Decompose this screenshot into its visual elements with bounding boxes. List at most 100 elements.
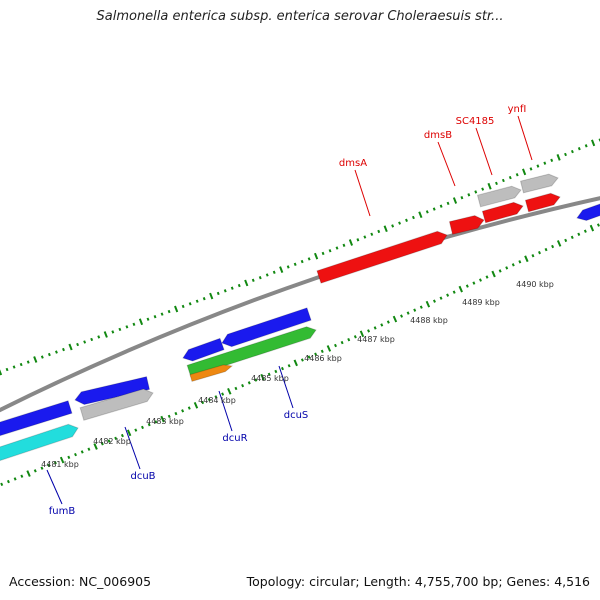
tick-mark	[154, 420, 158, 424]
tick-mark	[481, 187, 485, 191]
tick-mark	[418, 211, 423, 219]
tick-mark	[207, 398, 211, 402]
tick-mark	[577, 232, 581, 236]
tick-mark	[524, 255, 529, 263]
tick-mark	[5, 367, 9, 372]
tick-mark	[193, 401, 199, 409]
tick-mark	[439, 296, 443, 300]
tick-mark	[26, 470, 31, 477]
gene-outline	[448, 215, 485, 235]
tick-mark	[472, 281, 476, 285]
gene-arrow	[448, 215, 485, 235]
tick-mark	[279, 266, 284, 274]
tick-mark	[265, 273, 269, 277]
gene-arrow	[519, 173, 559, 194]
tick-mark	[413, 308, 417, 312]
tick-mark	[40, 466, 44, 470]
tick-mark	[550, 158, 554, 162]
tick-mark	[132, 322, 136, 326]
tick-mark	[485, 275, 489, 279]
tick-mark	[209, 292, 214, 300]
tick-mark	[293, 359, 298, 367]
tick-mark	[287, 364, 291, 368]
tick-mark	[118, 327, 122, 332]
tick-mark	[359, 330, 365, 338]
gene-arrow	[0, 400, 73, 437]
gene-outline	[524, 192, 561, 213]
tick-mark	[577, 147, 581, 151]
gene-body	[577, 203, 600, 221]
tick-mark	[498, 269, 502, 273]
tick-mark	[67, 455, 71, 460]
tick-mark	[508, 175, 512, 180]
kbp-label: 4489 kbp	[462, 298, 500, 307]
tick-mark	[314, 352, 318, 356]
gene-arrow	[0, 423, 79, 462]
tick-mark	[6, 479, 10, 484]
kbp-label: 4486 kbp	[304, 354, 342, 363]
tick-mark	[591, 139, 596, 147]
kbp-axis-labels: 4481 kbp 4482 kbp 4483 kbp 4484 kbp 4485 kbp…	[41, 280, 554, 469]
gene-body	[80, 389, 153, 421]
tick-mark	[544, 247, 548, 252]
tick-mark	[370, 232, 374, 236]
gene-body	[222, 307, 312, 347]
gene-outline	[79, 388, 154, 421]
gene-outline	[221, 307, 312, 348]
tick-mark	[583, 229, 587, 233]
gene-body	[477, 186, 521, 207]
tick-mark	[267, 372, 271, 377]
tick-mark	[153, 315, 157, 319]
tick-mark	[167, 309, 171, 314]
tick-mark	[33, 356, 38, 363]
tick-mark	[26, 360, 30, 364]
tick-mark	[147, 422, 151, 427]
tick-mark	[258, 275, 262, 280]
tick-mark	[216, 291, 220, 296]
tick-mark	[74, 452, 77, 457]
gene-arrow	[476, 185, 522, 208]
tick-mark	[536, 164, 540, 168]
label-leader	[124, 426, 141, 470]
tick-mark	[347, 338, 351, 342]
tick-mark	[570, 149, 574, 154]
label-leader	[218, 390, 233, 432]
tick-mark	[54, 350, 58, 354]
tick-mark	[356, 238, 360, 242]
tick-mark	[33, 469, 37, 473]
tick-mark	[556, 240, 562, 247]
tick-mark	[518, 260, 522, 264]
tick-mark	[244, 279, 249, 287]
tick-mark	[111, 330, 115, 334]
tick-mark	[293, 262, 297, 266]
tick-mark	[446, 201, 450, 206]
tick-mark	[363, 235, 367, 239]
tick-mark	[138, 318, 144, 326]
tick-mark	[491, 270, 496, 278]
tick-mark	[321, 251, 325, 256]
tick-mark	[458, 285, 463, 293]
tick-mark	[174, 305, 179, 313]
kbp-label: 4484 kbp	[198, 396, 236, 405]
tick-mark	[419, 305, 423, 309]
tick-mark	[80, 450, 84, 454]
inner-tick-ring	[0, 223, 600, 486]
outer-tick-ring	[0, 138, 600, 376]
gene-arrow	[524, 192, 561, 213]
tick-mark	[300, 259, 304, 264]
tick-mark	[320, 349, 324, 354]
tick-mark	[465, 284, 469, 288]
tick-mark	[146, 317, 150, 321]
label-leader	[278, 365, 294, 409]
tick-mark	[237, 283, 241, 288]
tick-mark	[107, 439, 111, 443]
gene-body	[183, 338, 225, 361]
kbp-label: 4488 kbp	[410, 316, 448, 325]
gene-features	[0, 173, 600, 462]
kbp-label: 4485 kbp	[251, 374, 289, 383]
tick-mark	[187, 406, 191, 410]
tick-mark	[452, 197, 458, 204]
label-leader	[475, 127, 493, 176]
label-leaders	[46, 115, 533, 505]
tick-mark	[20, 474, 24, 478]
